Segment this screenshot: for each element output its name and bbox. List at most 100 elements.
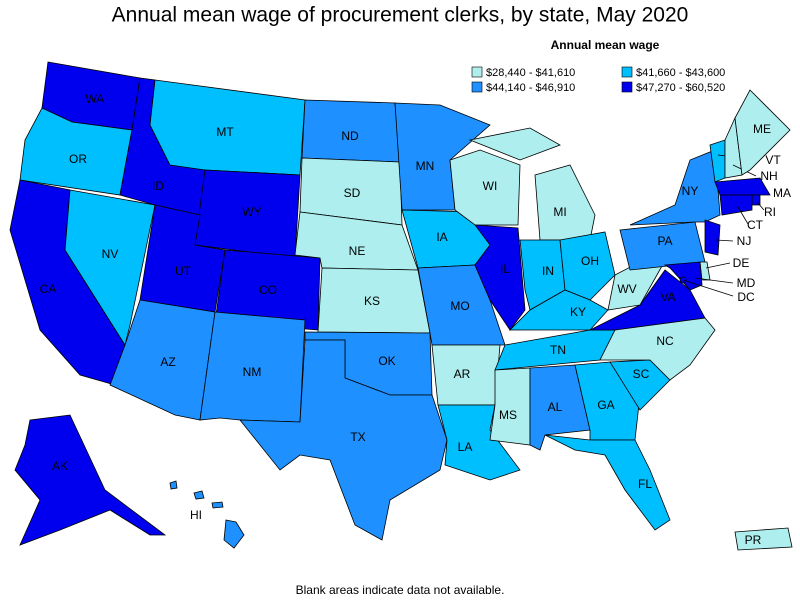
state-label: OR bbox=[69, 152, 87, 166]
state-label: HI bbox=[190, 508, 202, 522]
state-label: CA bbox=[40, 282, 57, 296]
state-label: MA bbox=[773, 186, 791, 200]
state: PA bbox=[619, 221, 706, 271]
legend-label: $28,440 - $41,610 bbox=[486, 67, 575, 79]
state: TX bbox=[239, 339, 448, 541]
state-label: DC bbox=[737, 290, 755, 304]
state: IN bbox=[519, 239, 566, 311]
state-shape bbox=[734, 527, 793, 551]
state-label: NY bbox=[682, 184, 699, 198]
leader-line bbox=[705, 262, 731, 269]
state: NV bbox=[64, 189, 156, 347]
state-label: GA bbox=[597, 398, 614, 412]
leader-line bbox=[715, 239, 734, 242]
state-label: CO bbox=[259, 283, 277, 297]
state: FL bbox=[544, 434, 671, 531]
legend-swatch bbox=[471, 81, 483, 93]
legend-label: $47,270 - $60,520 bbox=[636, 82, 725, 94]
state-label: MI bbox=[553, 205, 566, 219]
state: ME bbox=[734, 89, 791, 176]
state-label: MO bbox=[450, 299, 469, 313]
state-label: IN bbox=[542, 264, 554, 278]
state-label: ND bbox=[341, 129, 359, 143]
state: DC bbox=[679, 276, 755, 304]
state: SD bbox=[299, 157, 403, 226]
state-label: KY bbox=[570, 305, 586, 319]
state-shape bbox=[719, 194, 753, 216]
footnote: Blank areas indicate data not available. bbox=[296, 583, 505, 597]
state: WI bbox=[449, 149, 521, 226]
state-shape bbox=[239, 339, 448, 541]
legend-swatch bbox=[471, 66, 483, 78]
leader-line bbox=[756, 201, 765, 211]
legend-swatch bbox=[621, 66, 633, 78]
state-label: MN bbox=[416, 159, 435, 173]
state: ND bbox=[301, 99, 401, 163]
state: NE bbox=[294, 211, 419, 271]
state-shape bbox=[474, 224, 526, 331]
legend-title: Annual mean wage bbox=[551, 38, 660, 52]
state-shape bbox=[449, 149, 521, 226]
state-shape bbox=[468, 127, 596, 241]
state-shape bbox=[704, 219, 721, 256]
state-shape bbox=[629, 149, 721, 226]
state-shape bbox=[559, 231, 616, 301]
state-label: VT bbox=[765, 153, 781, 167]
state-label: OK bbox=[378, 354, 395, 368]
state-shape bbox=[169, 480, 245, 549]
state-label: FL bbox=[638, 477, 652, 491]
leader-line bbox=[737, 206, 749, 225]
state: WV bbox=[607, 261, 663, 311]
legend-swatch bbox=[621, 81, 633, 93]
state-label: TX bbox=[350, 430, 365, 444]
state-label: NJ bbox=[737, 234, 752, 248]
state: PR bbox=[734, 527, 793, 551]
state: NJ bbox=[704, 219, 752, 256]
state-label: LA bbox=[458, 440, 473, 454]
legend: $28,440 - $41,610 $41,660 - $43,600 $44,… bbox=[471, 66, 725, 94]
state-shape bbox=[714, 177, 771, 196]
state-label: SD bbox=[344, 186, 361, 200]
state: MT bbox=[149, 79, 306, 176]
state: AK bbox=[14, 414, 167, 546]
state-shape bbox=[64, 189, 156, 347]
state-label: UT bbox=[175, 264, 192, 278]
state: MA bbox=[714, 177, 791, 200]
state-label: WY bbox=[242, 205, 261, 219]
state: KS bbox=[317, 267, 431, 334]
state-label: NH bbox=[760, 169, 777, 183]
leader-line bbox=[682, 279, 734, 297]
state-label: SC bbox=[633, 367, 650, 381]
state-label: AL bbox=[548, 400, 563, 414]
state: TN bbox=[494, 329, 616, 371]
state-label: NV bbox=[102, 247, 119, 261]
state-label: VA bbox=[660, 290, 675, 304]
state-label: MD bbox=[737, 276, 756, 290]
state: NY bbox=[629, 149, 721, 226]
state: OH bbox=[559, 231, 616, 301]
state: AZ bbox=[109, 299, 216, 421]
state-label: PR bbox=[745, 533, 762, 547]
state-label: IL bbox=[500, 262, 510, 276]
state-label: MT bbox=[216, 125, 234, 139]
state: MI bbox=[468, 127, 596, 241]
state-label: NE bbox=[349, 244, 366, 258]
state-label: AK bbox=[52, 459, 68, 473]
state-label: WI bbox=[483, 179, 498, 193]
state: AR bbox=[431, 344, 501, 406]
state-label: WA bbox=[86, 92, 105, 106]
state: MS bbox=[489, 367, 531, 446]
leader-line bbox=[694, 277, 734, 284]
title: Annual mean wage of procurement clerks, … bbox=[112, 4, 689, 27]
state-shape bbox=[544, 434, 671, 531]
state-label: AZ bbox=[160, 355, 175, 369]
state: CT bbox=[719, 194, 764, 232]
state-shape bbox=[734, 89, 791, 176]
state-label: IA bbox=[436, 230, 447, 244]
state: IL bbox=[474, 224, 526, 331]
state-label: TN bbox=[550, 343, 566, 357]
state-label: AR bbox=[454, 367, 471, 381]
state: WY bbox=[194, 169, 301, 259]
state-shape bbox=[489, 367, 531, 446]
state: HI bbox=[169, 480, 245, 549]
